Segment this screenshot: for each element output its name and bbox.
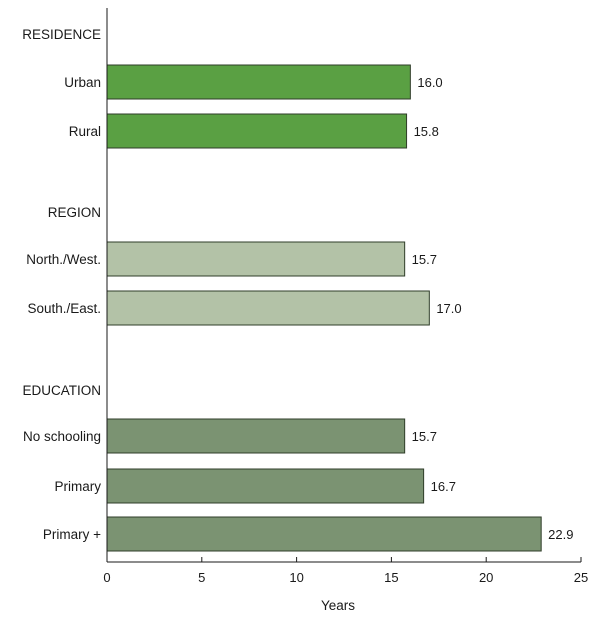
chart-groups: RESIDENCE REGION EDUCATION — [22, 27, 101, 398]
x-tick-label-0: 0 — [103, 570, 110, 585]
x-tick-label-15: 15 — [384, 570, 398, 585]
bar-no-schooling — [106, 418, 406, 454]
value-label-no-schooling: 15.7 — [412, 429, 437, 444]
x-axis — [106, 8, 581, 563]
bar-urban — [106, 64, 411, 100]
category-label-no-schooling: No schooling — [23, 429, 101, 444]
bar-primary — [106, 516, 542, 552]
x-tick-label-25: 25 — [574, 570, 588, 585]
x-tick-label-20: 20 — [479, 570, 493, 585]
bar-south-east — [106, 290, 430, 326]
group-label-education: EDUCATION — [22, 383, 101, 398]
value-label-primary: 22.9 — [548, 527, 573, 542]
value-label-primary: 16.7 — [431, 479, 456, 494]
category-label-south-east: South./East. — [27, 301, 101, 316]
value-label-rural: 15.8 — [414, 124, 439, 139]
x-tick-label-10: 10 — [289, 570, 303, 585]
group-label-residence: RESIDENCE — [22, 27, 101, 42]
category-label-rural: Rural — [69, 124, 101, 139]
category-label-primary: Primary + — [43, 527, 101, 542]
bar-primary — [106, 468, 425, 504]
value-label-urban: 16.0 — [417, 75, 442, 90]
value-label-south-east: 17.0 — [436, 301, 461, 316]
category-label-north-west: North./West. — [26, 252, 101, 267]
x-axis-title: Years — [321, 598, 355, 613]
group-label-region: REGION — [48, 205, 101, 220]
bar-rural — [106, 113, 408, 149]
bar-north-west — [106, 241, 406, 277]
x-axis-ticks: 0 5 10 15 20 25 — [103, 557, 588, 585]
category-label-urban: Urban — [64, 75, 101, 90]
chart-bars: Urban 16.0 Rural 15.8 North./West. 15.7 South.… — [23, 64, 573, 552]
category-label-primary: Primary — [55, 479, 102, 494]
value-label-north-west: 15.7 — [412, 252, 437, 267]
x-tick-label-5: 5 — [198, 570, 205, 585]
